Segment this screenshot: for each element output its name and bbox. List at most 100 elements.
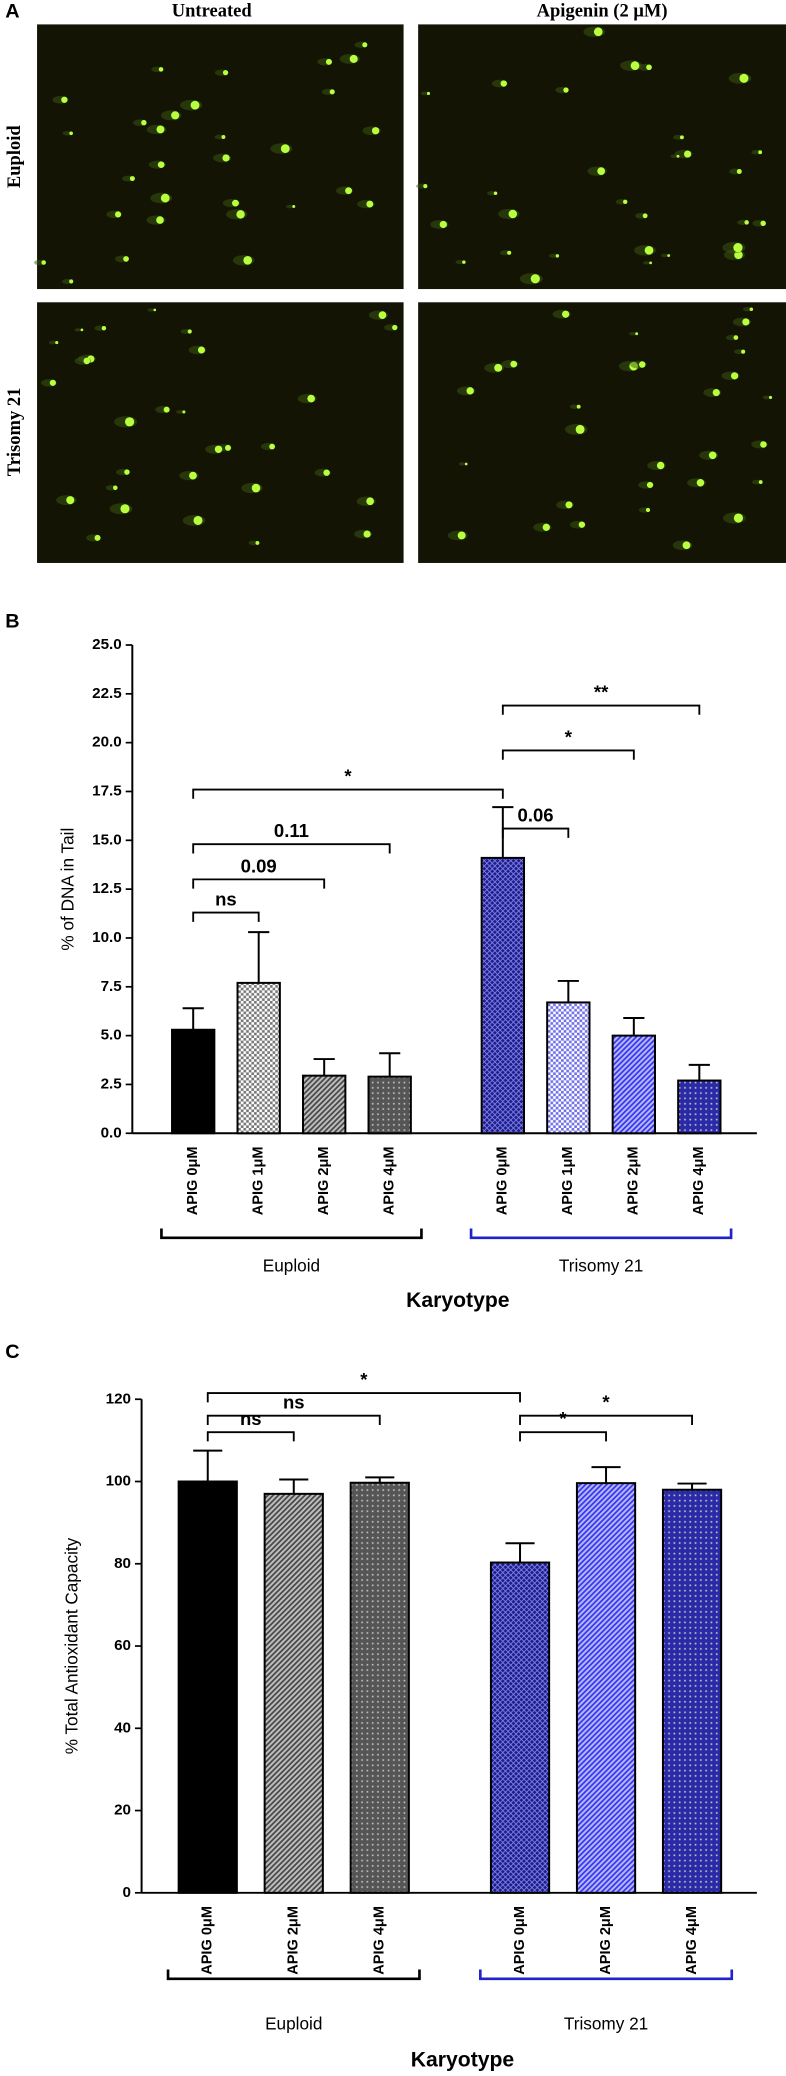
cell	[187, 329, 192, 334]
cell	[292, 205, 296, 209]
cell	[464, 462, 468, 466]
cell	[129, 176, 135, 182]
cell	[667, 254, 671, 257]
bar	[236, 981, 281, 1135]
cell	[426, 91, 431, 96]
significance-label: 0.06	[518, 805, 554, 826]
x-tick-label: APIG 0μM	[512, 1906, 528, 1975]
x-tick-label: APIG 0μM	[185, 1147, 201, 1216]
significance-bracket	[206, 1431, 295, 1442]
cell	[649, 261, 653, 265]
cell	[141, 119, 147, 126]
cell	[712, 388, 720, 397]
cell	[66, 496, 75, 505]
cell	[493, 191, 498, 196]
cell	[683, 150, 692, 158]
error-bar	[248, 931, 270, 983]
cell	[366, 497, 374, 506]
cell	[646, 481, 654, 489]
cell	[542, 523, 550, 531]
cell	[500, 80, 507, 87]
cell	[630, 61, 640, 71]
micrographs	[34, 24, 786, 563]
cell	[739, 73, 749, 83]
cell	[466, 387, 474, 395]
error-bar	[193, 1449, 223, 1482]
cell	[578, 521, 586, 528]
panel-label: C	[5, 1341, 19, 1363]
cell-glow	[455, 259, 465, 265]
cell	[656, 461, 665, 470]
cell-glow	[62, 131, 72, 136]
cell	[736, 169, 742, 174]
cell	[158, 67, 164, 72]
cell	[269, 443, 276, 450]
cell	[222, 154, 230, 162]
significance-label: *	[565, 726, 573, 747]
cell	[190, 100, 200, 110]
cell-glow	[643, 261, 651, 265]
bar	[349, 1481, 410, 1894]
y-tick-label: 80	[114, 1555, 131, 1572]
bar	[575, 1482, 637, 1894]
cell	[682, 541, 691, 550]
cell	[744, 220, 749, 225]
cell	[193, 515, 203, 525]
cell	[157, 161, 165, 169]
cell-glow	[661, 253, 669, 258]
significance-bracket	[206, 1392, 521, 1403]
cell	[741, 349, 746, 354]
cell-glow	[762, 395, 771, 400]
cell	[255, 540, 260, 545]
cell	[251, 483, 261, 493]
cell	[760, 220, 766, 227]
significance-label: ns	[240, 1408, 262, 1429]
bar	[177, 1480, 238, 1894]
cell	[676, 154, 680, 158]
cell	[69, 131, 73, 136]
y-tick-label: 40	[114, 1719, 131, 1736]
cell	[742, 318, 750, 326]
cell	[189, 471, 197, 480]
cell	[325, 58, 332, 65]
cell	[530, 274, 540, 284]
significance-label: *	[360, 1369, 368, 1390]
cell	[113, 485, 118, 491]
cell	[646, 64, 652, 71]
column-label: Apigenin (2 μM)	[537, 1, 668, 22]
cell	[171, 111, 180, 120]
significance-bracket	[192, 843, 391, 854]
bar	[367, 1075, 412, 1135]
cell	[120, 504, 130, 514]
cell	[708, 451, 717, 460]
significance-bracket	[192, 878, 326, 889]
bar	[480, 856, 525, 1135]
cell-glow	[670, 154, 678, 158]
x-tick-label: APIG 4μM	[684, 1906, 700, 1975]
cell	[635, 332, 639, 336]
y-tick-label: 7.5	[101, 978, 123, 995]
cell-glow	[629, 331, 637, 336]
cell	[733, 513, 744, 523]
cell-glow	[742, 307, 752, 312]
bar	[661, 1488, 723, 1894]
y-tick-label: 100	[106, 1473, 131, 1490]
cell	[758, 480, 763, 484]
cell-glow	[751, 479, 762, 485]
cell	[214, 445, 223, 454]
cell	[243, 255, 253, 265]
cell	[61, 96, 68, 103]
cell	[378, 311, 387, 319]
cell	[307, 394, 315, 403]
group-bracket	[479, 1969, 734, 1981]
cell-glow	[176, 410, 184, 414]
x-tick-label: APIG 2μM	[626, 1147, 642, 1216]
group-bracket	[160, 1228, 423, 1240]
cell	[41, 260, 46, 265]
cell	[462, 260, 466, 264]
significance-bracket	[192, 788, 504, 799]
y-tick-label: 0	[123, 1884, 131, 1901]
bar	[302, 1074, 347, 1135]
cell	[124, 469, 130, 475]
cell	[55, 340, 59, 345]
